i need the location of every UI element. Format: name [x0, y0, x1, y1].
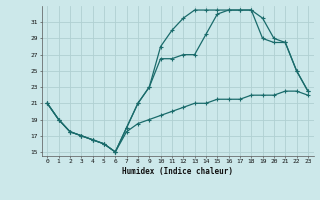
- X-axis label: Humidex (Indice chaleur): Humidex (Indice chaleur): [122, 167, 233, 176]
